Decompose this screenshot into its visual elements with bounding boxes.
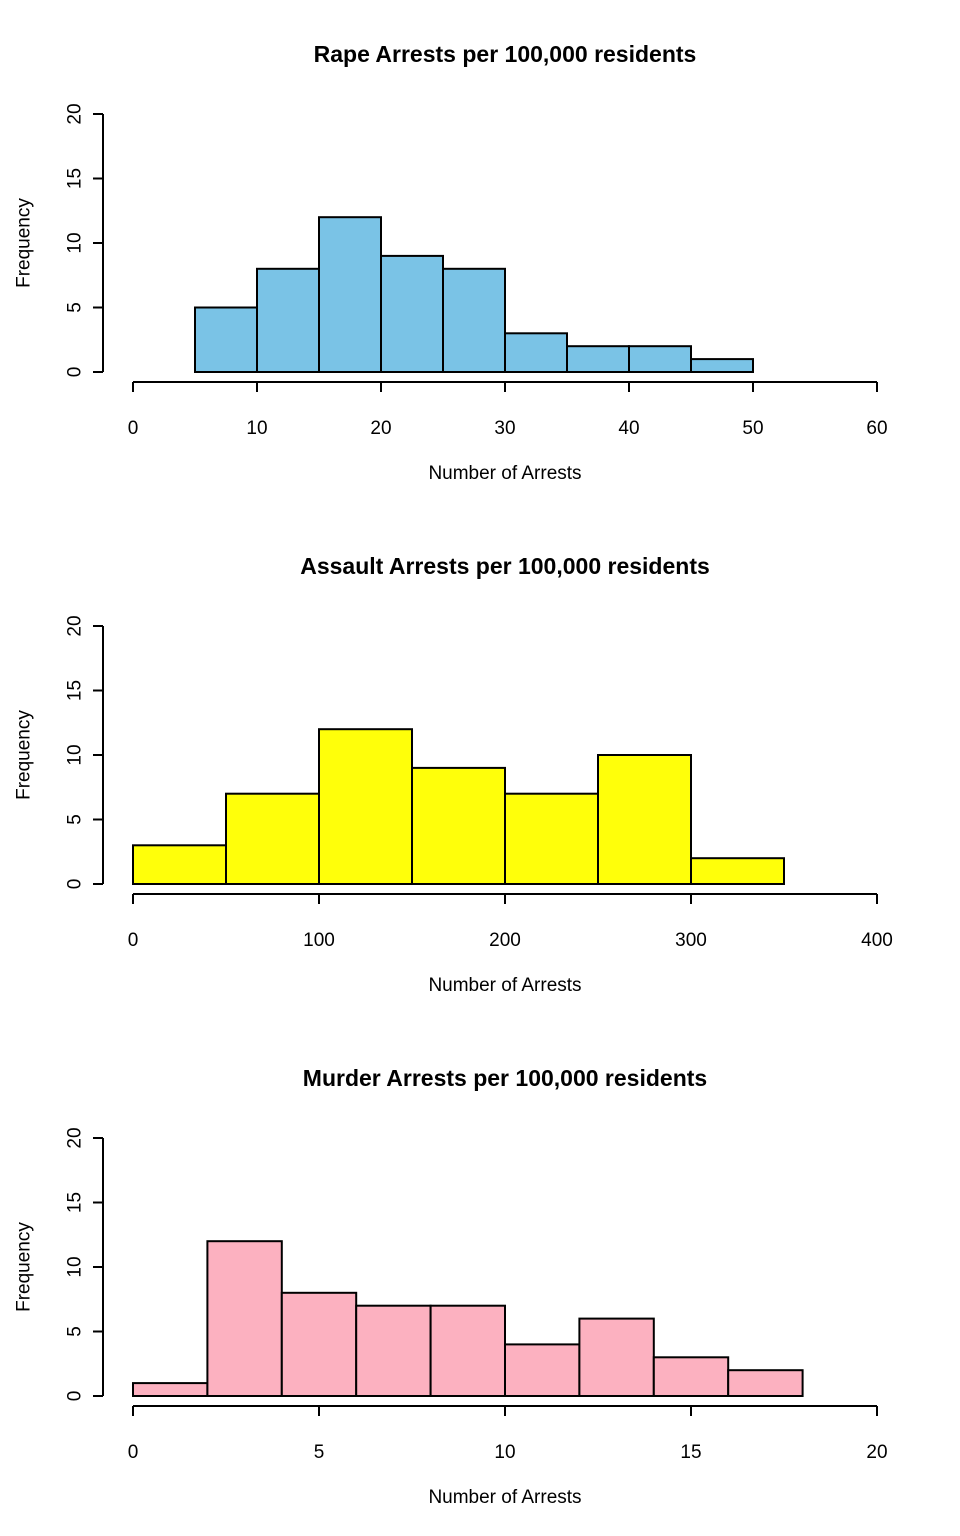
x-tick-label: 10 (246, 418, 267, 439)
y-tick-label: 20 (65, 615, 86, 636)
x-tick-label: 30 (494, 418, 515, 439)
histogram-bar (411, 766, 506, 886)
x-axis-label: Number of Arrests (428, 1487, 581, 1508)
x-tick-label: 5 (314, 1442, 325, 1463)
y-tick-label: 10 (65, 744, 86, 765)
histogram-bar (132, 844, 227, 885)
histogram-bar (355, 1304, 432, 1397)
y-axis-label: Frequency (14, 710, 35, 800)
histogram-panel: Murder Arrests per 100,000 residents 0 5 10… (14, 1065, 888, 1508)
histogram-bar (318, 728, 413, 886)
x-axis-label: Number of Arrests (428, 463, 581, 484)
histogram-bar (504, 332, 568, 373)
y-axis-label: Frequency (14, 198, 35, 288)
histogram-bar (566, 345, 630, 374)
y-tick-label: 0 (65, 367, 86, 378)
histogram-bar (690, 857, 785, 886)
x-tick-label: 200 (489, 930, 521, 951)
chart-title: Rape Arrests per 100,000 residents (314, 41, 697, 67)
histogram-bar (578, 1317, 655, 1397)
histogram-bar (194, 306, 258, 373)
histogram-bar (597, 754, 692, 885)
x-tick-label: 20 (866, 1442, 887, 1463)
histogram-bar (628, 345, 692, 374)
x-tick-label: 0 (128, 1442, 139, 1463)
y-tick-label: 15 (65, 168, 86, 189)
x-tick-label: 20 (370, 418, 391, 439)
x-tick-label: 40 (618, 418, 639, 439)
histogram-bar (380, 254, 444, 373)
histogram-panel: Rape Arrests per 100,000 residents 0 10 20 3… (14, 41, 888, 484)
histogram-bar (132, 1382, 209, 1397)
y-tick-label: 10 (65, 1256, 86, 1277)
x-tick-label: 0 (128, 930, 139, 951)
x-tick-label: 10 (494, 1442, 515, 1463)
histogram-bar (318, 216, 382, 373)
x-tick-label: 15 (680, 1442, 701, 1463)
x-tick-label: 400 (861, 930, 893, 951)
histogram-bar (429, 1304, 507, 1397)
chart-title: Murder Arrests per 100,000 residents (303, 1065, 707, 1091)
x-tick-label: 100 (303, 930, 335, 951)
chart-title: Assault Arrests per 100,000 residents (300, 553, 710, 579)
histogram-bar (442, 267, 506, 373)
histogram-bar (504, 1343, 581, 1398)
histogram-bar (206, 1240, 283, 1397)
histogram-bar (504, 792, 599, 886)
histogram-bar (727, 1369, 804, 1397)
y-tick-label: 5 (65, 1326, 86, 1337)
y-tick-label: 15 (65, 680, 86, 701)
x-tick-label: 50 (742, 418, 763, 439)
y-tick-label: 15 (65, 1192, 86, 1213)
histogram-panel: Assault Arrests per 100,000 residents 0 10… (14, 553, 893, 996)
y-tick-label: 20 (65, 103, 86, 124)
histogram-bar (280, 1291, 358, 1398)
y-tick-label: 0 (65, 1391, 86, 1402)
x-tick-label: 0 (128, 418, 139, 439)
histogram-bar (652, 1356, 730, 1398)
y-axis-label: Frequency (14, 1222, 35, 1312)
histogram-bar (225, 792, 320, 886)
x-tick-label: 300 (675, 930, 707, 951)
histogram-bar (690, 358, 754, 374)
y-tick-label: 0 (65, 879, 86, 890)
y-tick-label: 20 (65, 1127, 86, 1148)
y-tick-label: 10 (65, 232, 86, 253)
x-axis-label: Number of Arrests (428, 975, 581, 996)
y-tick-label: 5 (65, 814, 86, 825)
x-tick-label: 60 (866, 418, 887, 439)
y-tick-label: 5 (65, 302, 86, 313)
histogram-bar (256, 267, 320, 373)
